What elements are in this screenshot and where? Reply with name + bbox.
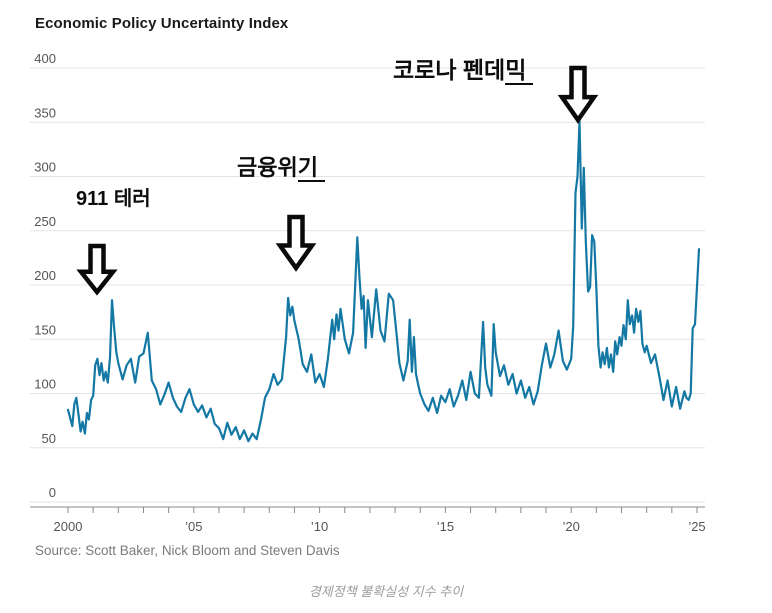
source-credit: Source: Scott Baker, Nick Bloom and Stev…: [35, 543, 340, 558]
x-tick-label-2005: ’05: [185, 519, 202, 534]
x-tick-label-2025: ’25: [688, 519, 705, 534]
x-tick-label-2000: 2000: [54, 519, 83, 534]
y-tick-label-400: 400: [34, 51, 56, 66]
911-terror-label: 911 테러: [76, 188, 151, 210]
covid-pandemic-arrow-icon: [557, 65, 599, 124]
y-tick-label-0: 0: [49, 485, 56, 500]
financial-crisis-arrow-icon: [275, 214, 317, 272]
chart-title: Economic Policy Uncertainty Index: [35, 15, 289, 32]
financial-crisis-label: 금융위기: [237, 155, 325, 182]
911-terror-arrow-icon: [76, 243, 118, 296]
x-tick-label-2015: ’15: [437, 519, 454, 534]
y-tick-label-50: 50: [42, 431, 56, 446]
y-tick-label-200: 200: [34, 268, 56, 283]
y-tick-label-100: 100: [34, 377, 56, 392]
x-tick-label-2020: ’20: [563, 519, 580, 534]
y-tick-label-300: 300: [34, 160, 56, 175]
chart-caption-korean: 경제정책 불확실성 지수 추이: [308, 584, 464, 599]
y-tick-label-250: 250: [34, 214, 56, 229]
covid-pandemic-label: 코로나 펜데믹: [393, 57, 534, 85]
y-tick-label-150: 150: [34, 322, 56, 337]
y-tick-label-350: 350: [34, 105, 56, 120]
epu-data-line: [66, 120, 701, 443]
x-tick-label-2010: ’10: [311, 519, 328, 534]
